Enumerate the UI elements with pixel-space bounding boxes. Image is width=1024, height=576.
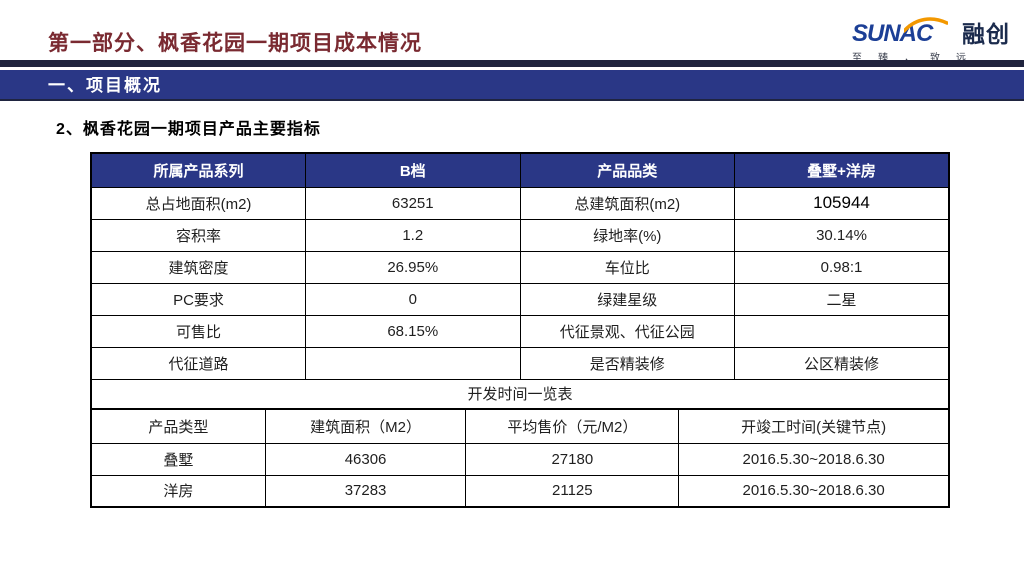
value-cell: 0 (305, 282, 521, 316)
value-cell: 27180 (465, 442, 680, 476)
indicator-table-header-row: 所属产品系列 B档 产品品类 叠墅+洋房 (90, 152, 950, 188)
merged-title-row: 开发时间一览表 (90, 378, 950, 410)
value-cell (734, 314, 950, 348)
label-cell: 叠墅 (90, 442, 266, 476)
value-cell: 21125 (465, 474, 680, 508)
value-cell: 二星 (734, 282, 950, 316)
value-cell (305, 346, 521, 380)
value-cell: 1.2 (305, 218, 521, 252)
logo-text-cn: 融创 (962, 21, 1010, 47)
label-cell: 总占地面积(m2) (90, 186, 306, 220)
label-cell: 容积率 (90, 218, 306, 252)
table-row: 洋房 37283 21125 2016.5.30~2018.6.30 (90, 474, 950, 508)
label-cell: 车位比 (519, 250, 735, 284)
value-cell: 2016.5.30~2018.6.30 (678, 442, 950, 476)
col-header: 产品类型 (90, 408, 266, 444)
table-row: PC要求 0 绿建星级 二星 (90, 282, 950, 316)
col-header: 平均售价（元/M2） (465, 408, 680, 444)
table-row: 容积率 1.2 绿地率(%) 30.14% (90, 218, 950, 252)
dev-time-table-header-row: 产品类型 建筑面积（M2） 平均售价（元/M2） 开竣工时间(关键节点) (90, 408, 950, 444)
slide-subtitle: 2、枫香花园一期项目产品主要指标 (56, 121, 321, 138)
label-cell: 绿建星级 (519, 282, 735, 316)
col-header: 所属产品系列 (90, 152, 306, 188)
col-header: 叠墅+洋房 (734, 152, 950, 188)
table-row: 叠墅 46306 27180 2016.5.30~2018.6.30 (90, 442, 950, 476)
label-cell: 可售比 (90, 314, 306, 348)
col-header: 建筑面积（M2） (264, 408, 467, 444)
value-cell: 30.14% (734, 218, 950, 252)
page-title: 第一部分、枫香花园一期项目成本情况 (48, 31, 422, 55)
indicator-table-wrap: 所属产品系列 B档 产品品类 叠墅+洋房 总占地面积(m2) 63251 总建筑… (90, 152, 950, 508)
logo-row: SUNAC 融创 (852, 17, 1010, 47)
section-bar: 一、项目概况 (0, 70, 1024, 101)
value-cell: 37283 (264, 474, 467, 508)
sunac-logo: SUNAC 融创 至臻，致远 (852, 17, 1010, 64)
header-divider-rule (0, 60, 1024, 67)
col-header: 产品品类 (519, 152, 735, 188)
value-cell: 46306 (264, 442, 467, 476)
label-cell: 总建筑面积(m2) (519, 186, 735, 220)
label-cell: 洋房 (90, 474, 266, 508)
label-cell: PC要求 (90, 282, 306, 316)
value-cell: 2016.5.30~2018.6.30 (678, 474, 950, 508)
value-cell: 68.15% (305, 314, 521, 348)
label-cell: 绿地率(%) (519, 218, 735, 252)
logo-tagline: 至臻，致远 (852, 53, 982, 64)
table-row: 可售比 68.15% 代征景观、代征公园 (90, 314, 950, 348)
table-row: 建筑密度 26.95% 车位比 0.98:1 (90, 250, 950, 284)
table-row: 代征道路 是否精装修 公区精装修 (90, 346, 950, 380)
value-cell: 公区精装修 (734, 346, 950, 380)
table-row: 总占地面积(m2) 63251 总建筑面积(m2) 105944 (90, 186, 950, 220)
col-header: B档 (305, 152, 521, 188)
col-header: 开竣工时间(关键节点) (678, 408, 950, 444)
dev-time-table-title: 开发时间一览表 (90, 378, 950, 410)
value-cell: 0.98:1 (734, 250, 950, 284)
value-cell: 63251 (305, 186, 521, 220)
logo-text-en: SUNAC (852, 20, 933, 47)
label-cell: 建筑密度 (90, 250, 306, 284)
indicator-table: 所属产品系列 B档 产品品类 叠墅+洋房 总占地面积(m2) 63251 总建筑… (90, 152, 950, 410)
label-cell: 代征景观、代征公园 (519, 314, 735, 348)
dev-time-table: 产品类型 建筑面积（M2） 平均售价（元/M2） 开竣工时间(关键节点) 叠墅 … (90, 408, 950, 508)
value-cell: 26.95% (305, 250, 521, 284)
label-cell: 代征道路 (90, 346, 306, 380)
value-cell: 105944 (734, 186, 950, 220)
label-cell: 是否精装修 (519, 346, 735, 380)
